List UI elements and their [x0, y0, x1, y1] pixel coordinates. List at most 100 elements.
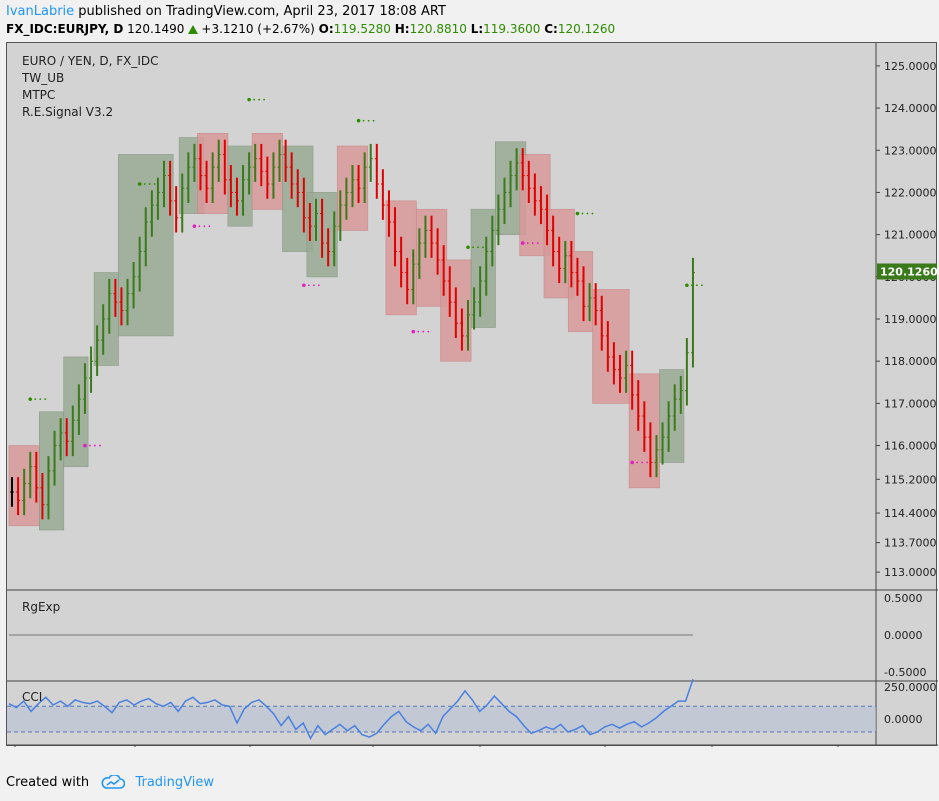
open-label: O:	[318, 22, 334, 36]
signal-dot	[203, 225, 206, 228]
low-value: 119.3600	[483, 22, 541, 36]
signal-dot	[89, 444, 91, 447]
rgexp-tick-label: 0.0000	[884, 629, 923, 642]
signal-dot	[536, 242, 539, 244]
published-text: published on TradingView.com, April 23, …	[78, 4, 446, 19]
arrow-up-icon	[188, 25, 199, 34]
signal-dot	[247, 97, 251, 102]
price-tick-label: 114.4000	[884, 507, 937, 520]
signal-dot	[646, 461, 649, 464]
signal-dot	[263, 98, 266, 101]
legend-study-tw-ub[interactable]: TW_UB	[22, 71, 65, 85]
signal-dot	[700, 284, 703, 287]
cci-line	[8, 679, 694, 741]
chart-canvas[interactable]: 125.0000 124.0000 123.0000 122.0000 121.0000…	[7, 43, 938, 747]
signal-dot	[34, 398, 37, 401]
signal-dot	[520, 241, 525, 245]
signal-dot	[472, 246, 474, 249]
symbol-line: FX_IDC:EURJPY, D 120.1490 +3.1210 (+2.67%…	[6, 22, 615, 37]
footer: Created with TradingView	[6, 774, 214, 793]
signal-dot	[44, 398, 47, 401]
price-tick-label: 115.2000	[884, 473, 937, 486]
last-price: 120.1490	[127, 22, 185, 36]
signal-dot	[466, 245, 470, 250]
signal-dot	[367, 119, 370, 122]
signal-dot	[636, 461, 639, 464]
price-tick-label: 121.0000	[884, 229, 937, 242]
signal-dot	[312, 284, 315, 287]
signal-dot	[685, 283, 689, 288]
current-price-label: 120.1260	[880, 265, 938, 278]
signal-dot	[591, 212, 594, 215]
high-value: 120.8810	[409, 22, 467, 36]
current-price-box	[877, 263, 937, 280]
price-tick-label: 123.0000	[884, 144, 937, 157]
signal-dot	[28, 397, 33, 401]
symbol-name: FX_IDC:EURJPY, D	[6, 22, 124, 36]
publish-line: IvanLabrie published on TradingView.com,…	[6, 4, 446, 20]
signal-dot	[258, 98, 261, 101]
signal-dot	[575, 211, 580, 216]
low-label: L:	[470, 22, 484, 36]
cci-legend[interactable]: CCI	[22, 690, 43, 704]
price-tick-label: 117.0000	[884, 397, 937, 410]
cci-tick-label: 250.0000	[884, 681, 937, 694]
price-tick-label: 122.0000	[884, 186, 937, 199]
price-change: +3.1210 (+2.67%)	[201, 22, 315, 36]
price-tick-label: 119.0000	[884, 313, 937, 326]
rgexp-tick-label: 0.5000	[884, 592, 923, 605]
signal-dot	[198, 225, 201, 228]
high-label: H:	[394, 22, 410, 36]
signal-dot	[94, 444, 96, 447]
rgexp-tick-label: -0.5000	[884, 666, 926, 679]
signal-dot	[422, 330, 425, 333]
close-label: C:	[544, 22, 558, 36]
signal-dot	[581, 212, 584, 215]
price-tick-label: 125.0000	[884, 60, 937, 73]
signal-dot	[208, 225, 211, 228]
tradingview-brand-link[interactable]: TradingView	[135, 775, 214, 790]
signal-dot	[526, 242, 529, 244]
chart-area[interactable]: 125.0000 124.0000 123.0000 122.0000 121.0000…	[6, 42, 938, 747]
signal-dot	[83, 443, 87, 448]
price-tick-label: 124.0000	[884, 102, 937, 115]
signal-dot	[477, 246, 479, 249]
open-value: 119.5280	[333, 22, 391, 36]
signal-dot	[143, 183, 146, 185]
signal-dot	[192, 224, 197, 228]
zone-box	[628, 373, 660, 489]
close-value: 120.1260	[557, 22, 616, 36]
signal-dot	[482, 246, 484, 249]
signal-dot	[148, 183, 151, 185]
cci-tick-label: 0.0000	[884, 713, 923, 726]
legend-study-resignal[interactable]: R.E.Signal V3.2	[22, 105, 114, 119]
signal-dot	[695, 284, 698, 287]
signal-dot	[302, 283, 306, 288]
signal-dot	[531, 242, 534, 244]
signal-dot	[39, 398, 42, 401]
signal-dot	[153, 183, 156, 185]
zone-box	[592, 289, 630, 404]
signal-dot	[137, 182, 142, 186]
signal-dot	[99, 444, 101, 447]
signal-dot	[253, 98, 256, 101]
created-with-text: Created with	[6, 775, 90, 790]
price-tick-label: 113.7000	[884, 537, 937, 550]
rgexp-legend[interactable]: RgExp	[22, 600, 61, 614]
main-legend: EURO / YEN, D, FX_IDC TW_UB MTPC R.E.Sig…	[22, 53, 159, 121]
signal-dot	[307, 284, 310, 287]
tradingview-cloud-icon	[101, 774, 126, 793]
signal-dot	[356, 118, 361, 123]
price-tick-label: 118.0000	[884, 355, 937, 368]
signal-dot	[641, 461, 644, 464]
signal-dot	[427, 330, 430, 333]
legend-study-mtpc[interactable]: MTPC	[22, 88, 56, 102]
price-tick-label: 113.0000	[884, 566, 937, 579]
signal-dot	[630, 460, 634, 465]
price-tick-label: 116.0000	[884, 440, 937, 453]
signal-dot	[372, 119, 375, 122]
signal-dot	[411, 329, 416, 334]
author-link[interactable]: IvanLabrie	[6, 4, 75, 19]
signal-dot	[417, 330, 420, 333]
current-price-marker: 120.1260	[877, 263, 938, 280]
